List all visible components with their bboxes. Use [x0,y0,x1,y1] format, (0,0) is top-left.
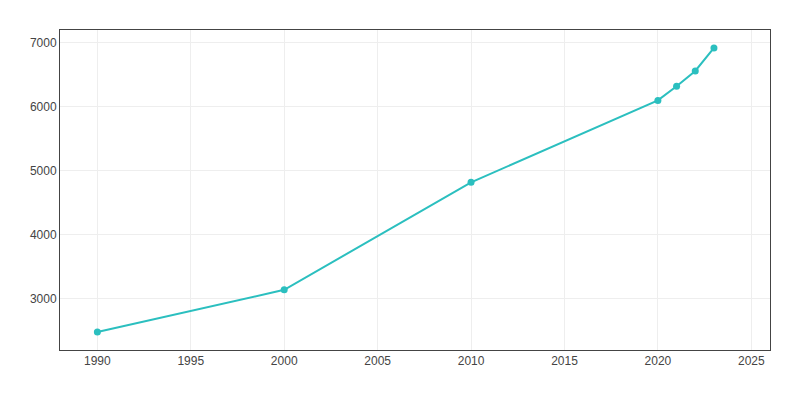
svg-text:2000: 2000 [271,354,298,368]
svg-text:1995: 1995 [177,354,204,368]
svg-text:3000: 3000 [30,292,57,306]
svg-text:2025: 2025 [738,354,765,368]
svg-text:2005: 2005 [364,354,391,368]
svg-text:6000: 6000 [30,100,57,114]
svg-text:2015: 2015 [551,354,578,368]
svg-text:7000: 7000 [30,36,57,50]
svg-text:5000: 5000 [30,164,57,178]
svg-text:2020: 2020 [645,354,672,368]
svg-text:1990: 1990 [84,354,111,368]
svg-text:2010: 2010 [458,354,485,368]
svg-text:4000: 4000 [30,228,57,242]
